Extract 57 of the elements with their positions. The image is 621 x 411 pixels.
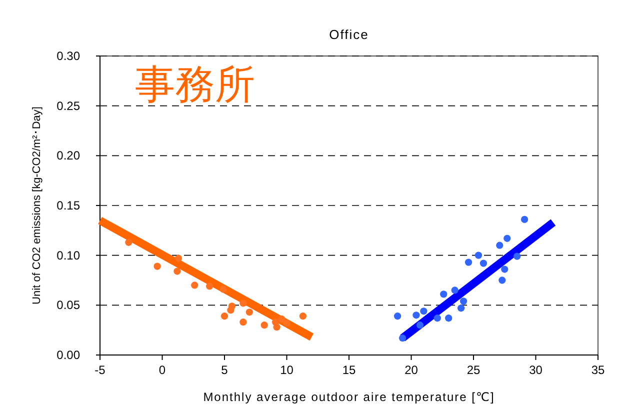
point xyxy=(273,324,280,331)
point xyxy=(504,234,511,242)
x-tick-label: 10 xyxy=(280,363,294,377)
point xyxy=(498,276,506,284)
point xyxy=(228,302,236,310)
point xyxy=(299,312,307,320)
point xyxy=(451,286,458,294)
x-tick-label: 25 xyxy=(466,363,480,377)
y-tick-label: 0.15 xyxy=(56,198,80,212)
point xyxy=(457,304,465,312)
point xyxy=(514,252,521,260)
point xyxy=(496,242,504,249)
x-tick-label: -5 xyxy=(94,363,106,377)
y-axis-title: Unit of CO2 emissions [kg-CO2/m²･Day] xyxy=(31,106,43,304)
y-tick-label: 0.00 xyxy=(56,348,80,362)
point xyxy=(240,318,247,326)
x-tick-label: 0 xyxy=(158,363,166,377)
point xyxy=(174,254,182,262)
point xyxy=(398,334,406,342)
point xyxy=(445,314,452,322)
x-tick-label: 5 xyxy=(221,363,228,377)
point xyxy=(480,260,488,267)
point xyxy=(394,312,402,320)
y-tick-label: 0.05 xyxy=(56,298,80,312)
point xyxy=(501,266,508,273)
point xyxy=(464,258,472,266)
x-tick-label: 20 xyxy=(404,363,418,377)
point xyxy=(412,312,420,319)
x-tick-label: 30 xyxy=(529,363,543,377)
point xyxy=(206,282,214,290)
point xyxy=(240,300,247,307)
point xyxy=(220,312,228,320)
point xyxy=(460,298,468,305)
point xyxy=(154,262,161,270)
y-tick-label: 0.20 xyxy=(56,148,80,163)
point xyxy=(434,314,441,322)
point xyxy=(260,322,268,329)
x-tick-label: 15 xyxy=(342,363,356,377)
point xyxy=(174,268,181,275)
point xyxy=(191,282,198,289)
x-axis-title: Monthly average outdoor aire temperature [℃] xyxy=(203,390,495,404)
point xyxy=(246,308,253,316)
y-tick-label: 0.25 xyxy=(56,98,80,113)
y-tick-label: 0.30 xyxy=(56,49,80,63)
point xyxy=(520,216,528,224)
x-tick-label: 35 xyxy=(591,363,605,377)
point xyxy=(125,238,132,246)
point xyxy=(440,290,448,298)
point xyxy=(416,322,424,329)
point xyxy=(220,286,227,293)
y-tick-label: 0.10 xyxy=(56,248,80,262)
point xyxy=(474,252,482,259)
annotation: 事務所 xyxy=(135,63,255,107)
chart-title: Office xyxy=(329,27,369,42)
point xyxy=(420,308,428,315)
point xyxy=(278,316,286,323)
point xyxy=(283,320,290,327)
